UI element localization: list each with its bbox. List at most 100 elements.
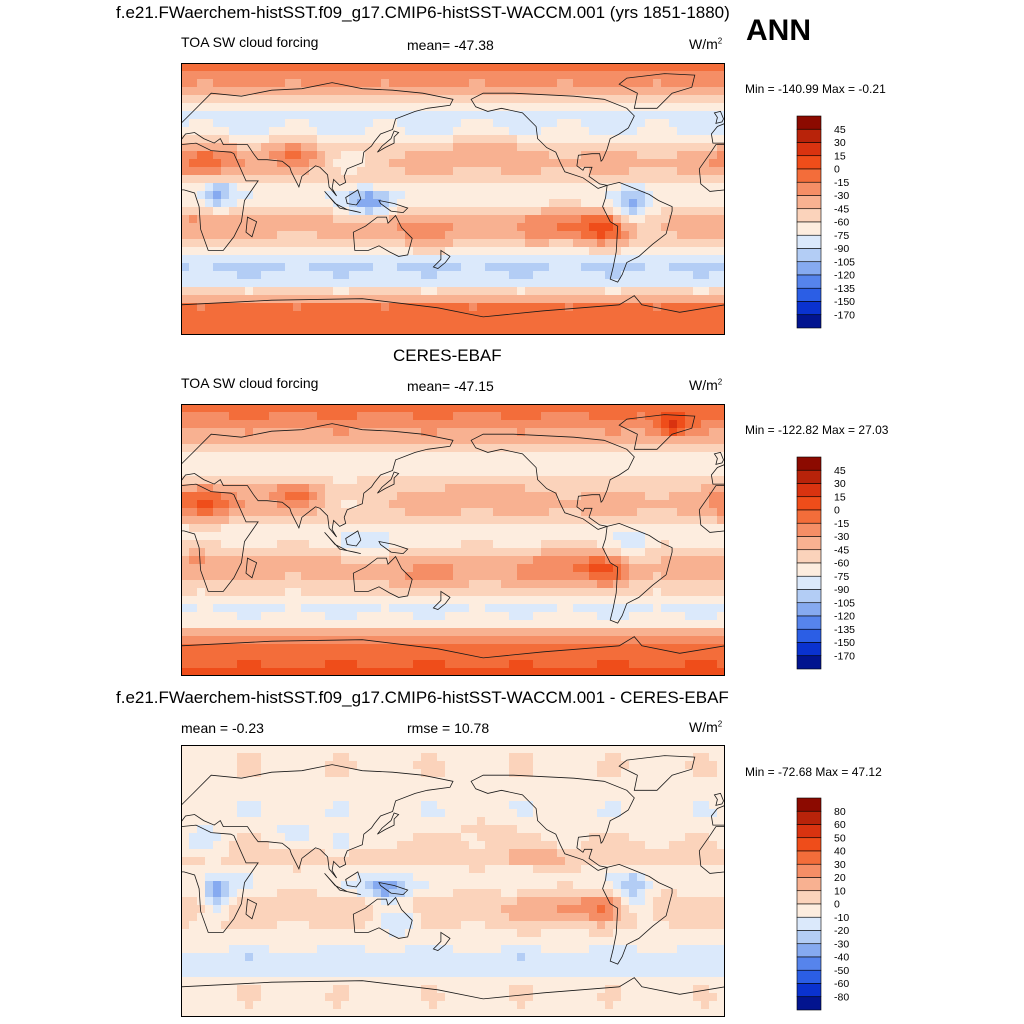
map-cell — [397, 508, 406, 517]
map-cell — [429, 191, 438, 200]
map-cell — [717, 295, 725, 304]
map-cell — [381, 71, 390, 80]
map-cell — [317, 63, 326, 72]
map-cell — [701, 476, 710, 485]
map-cell — [613, 580, 622, 589]
map-cell — [541, 604, 550, 613]
map-cell — [493, 135, 502, 144]
map-cell — [541, 628, 550, 637]
map-cell — [413, 95, 422, 104]
map-cell — [261, 239, 270, 248]
map-cell — [701, 444, 710, 453]
map-cell — [269, 279, 278, 288]
map-cell — [485, 500, 494, 509]
map-cell — [277, 548, 286, 557]
map-cell — [613, 668, 622, 676]
map-cell — [293, 508, 302, 517]
map-cell — [557, 580, 566, 589]
map-cell — [565, 191, 574, 200]
map-cell — [717, 628, 725, 637]
map-cell — [285, 111, 294, 120]
map-cell — [197, 556, 206, 565]
map-cell — [197, 652, 206, 661]
map-cell — [429, 636, 438, 645]
map-cell — [405, 668, 414, 676]
map-cell — [237, 319, 246, 328]
map-cell — [285, 668, 294, 676]
map-cell — [693, 556, 702, 565]
map-cell — [333, 532, 342, 541]
map-cell — [325, 143, 334, 152]
map-cell — [613, 127, 622, 136]
map-cell — [437, 620, 446, 629]
map-cell — [261, 111, 270, 120]
map-cell — [381, 500, 390, 509]
map-cell — [405, 263, 414, 272]
map-cell — [445, 239, 454, 248]
map-cell — [365, 420, 374, 429]
map-cell — [525, 652, 534, 661]
map-cell — [477, 532, 486, 541]
map-cell — [685, 652, 694, 661]
map-cell — [237, 652, 246, 661]
map-cell — [445, 127, 454, 136]
map-cell — [613, 628, 622, 637]
map-cell — [453, 119, 462, 128]
map-cell — [357, 175, 366, 184]
map-cell — [653, 532, 662, 541]
map-cell — [469, 199, 478, 208]
map-cell — [341, 524, 350, 533]
map-cell — [213, 135, 222, 144]
map-cell — [197, 79, 206, 88]
map-cell — [613, 71, 622, 80]
map-cell — [653, 444, 662, 453]
map-cell — [653, 476, 662, 485]
map-cell — [325, 580, 334, 589]
map-cell — [597, 564, 606, 573]
map-cell — [373, 468, 382, 477]
map-cell — [437, 79, 446, 88]
map-cell — [333, 247, 342, 256]
map-cell — [701, 492, 710, 501]
map-cell — [277, 239, 286, 248]
map-cell — [645, 223, 654, 232]
map-cell — [525, 239, 534, 248]
map-cell — [405, 287, 414, 296]
map-cell — [469, 167, 478, 176]
map-cell — [237, 279, 246, 288]
map-cell — [461, 183, 470, 192]
map-cell — [349, 79, 358, 88]
map-cell — [293, 532, 302, 541]
map-cell — [285, 516, 294, 525]
map-cell — [261, 580, 270, 589]
map-cell — [605, 444, 614, 453]
map-cell — [493, 556, 502, 565]
map-cell — [245, 532, 254, 541]
map-cell — [621, 620, 630, 629]
map-cell — [557, 247, 566, 256]
map-cell — [405, 87, 414, 96]
map-cell — [597, 620, 606, 629]
map-cell — [293, 428, 302, 437]
map-cell — [549, 103, 558, 112]
map-cell — [613, 95, 622, 104]
map-cell — [605, 492, 614, 501]
map-cell — [189, 761, 198, 770]
map-cell — [685, 135, 694, 144]
map-cell — [701, 135, 710, 144]
map-cell — [573, 580, 582, 589]
map-cell — [453, 311, 462, 320]
map-cell — [445, 604, 454, 613]
map-cell — [357, 452, 366, 461]
map-cell — [333, 540, 342, 549]
map-cell — [221, 279, 230, 288]
map-cell — [677, 532, 686, 541]
map-cell — [597, 412, 606, 421]
map-cell — [605, 319, 614, 328]
map-cell — [349, 652, 358, 661]
map-cell — [397, 404, 406, 413]
map-cell — [229, 319, 238, 328]
map-cell — [589, 761, 598, 770]
map-cell — [285, 652, 294, 661]
map-cell — [389, 319, 398, 328]
